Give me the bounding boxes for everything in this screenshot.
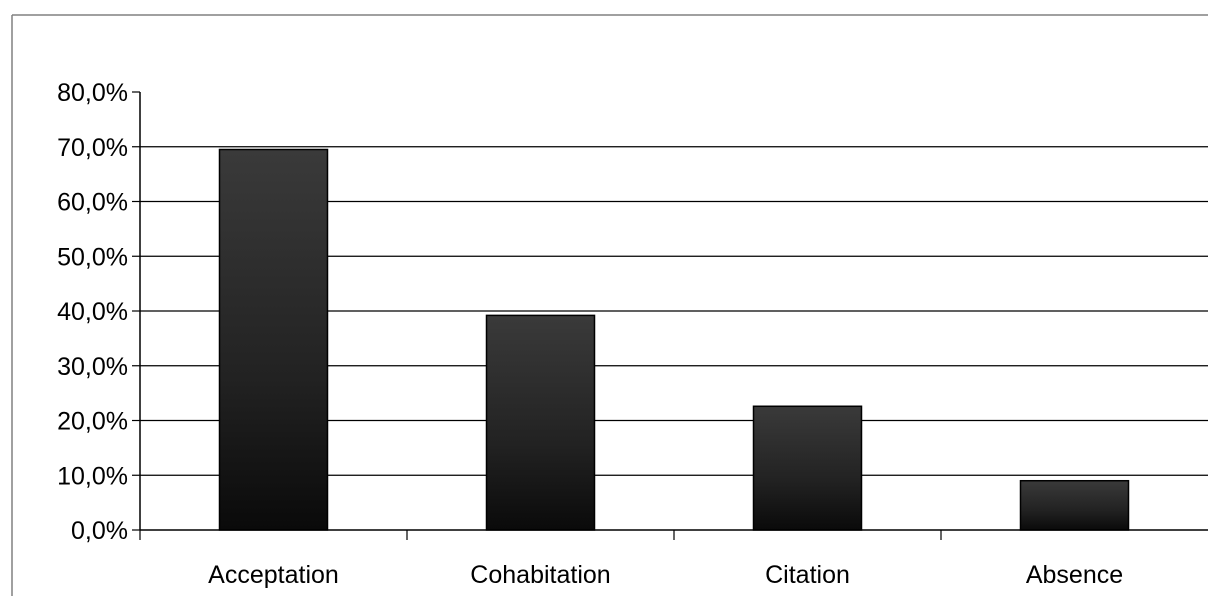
y-tick-label: 80,0% [57,79,128,107]
y-tick-label: 60,0% [57,189,128,217]
bar-cohabitation [485,314,596,531]
y-tick-labels: 0,0% 10,0% 20,0% 30,0% 40,0% 50,0% 60,0% 70,0% 8… [57,79,128,545]
y-tick-label: 70,0% [57,134,128,162]
bar-acceptation [218,148,329,531]
y-tick-label: 10,0% [57,462,128,490]
axes [132,91,1208,540]
x-tick-label: Citation [765,561,850,589]
y-tick-label: 50,0% [57,243,128,271]
x-tick-label: Acceptation [208,561,339,589]
y-tick-label: 20,0% [57,408,128,436]
x-tick-labels: Acceptation Cohabitation Citation Absence [208,561,1123,589]
bar-citation [752,405,863,531]
x-tick-label: Absence [1026,561,1123,589]
y-tick-label: 40,0% [57,298,128,326]
x-tick-label: Cohabitation [470,561,610,589]
y-tick-label: 30,0% [57,353,128,381]
bar-absence [1019,479,1130,531]
y-tick-label: 0,0% [71,517,128,545]
bars [218,148,1130,531]
